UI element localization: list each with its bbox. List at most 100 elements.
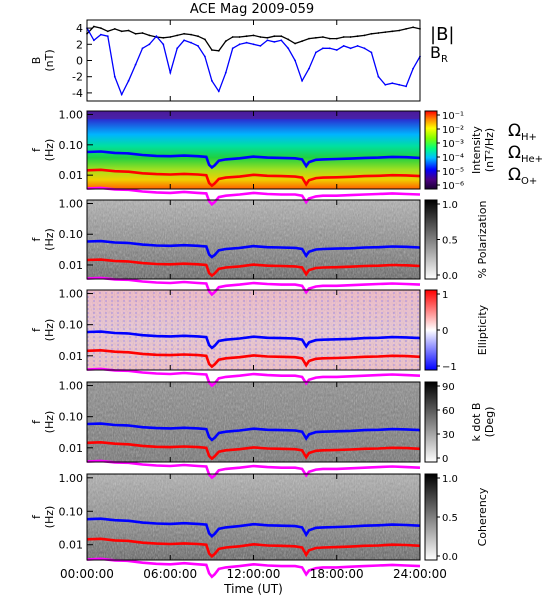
gyro-curve-hplus: [86, 330, 421, 350]
data-point: [391, 30, 394, 33]
data-point: [141, 32, 144, 34]
spectrogram-1-fill: [87, 111, 420, 189]
data-point: [211, 79, 213, 82]
gyro-curve-heplus: [86, 348, 421, 369]
data-point: [93, 25, 95, 28]
data-point: [356, 45, 359, 47]
colorbar-label: % Polarization: [476, 201, 489, 279]
gyro-curve-hplus: [86, 239, 421, 259]
data-point: [134, 63, 137, 66]
data-point: [377, 75, 380, 78]
data-point: [162, 43, 165, 46]
data-point: [113, 28, 116, 30]
y-axis-unit: (Hz): [43, 411, 56, 434]
data-point: [335, 37, 338, 40]
data-point: [266, 39, 269, 42]
x-axis-label: Time (UT): [223, 582, 283, 596]
gyro-curve-hplus: [86, 517, 421, 538]
colorbar-tick-label: 90: [442, 382, 455, 393]
y-tick-label: 1.00: [59, 380, 84, 393]
gyro-curve-hplus: [86, 150, 421, 170]
data-point: [106, 35, 109, 38]
gyro-curve-oplus: [86, 557, 421, 579]
data-point: [176, 34, 179, 37]
spectrogram-3-pattern: [87, 290, 420, 370]
colorbar-1: [424, 110, 438, 190]
data-point: [259, 36, 262, 38]
data-point: [197, 45, 199, 47]
y-axis-label: f: [30, 514, 43, 519]
data-point: [266, 36, 269, 39]
colorbar-4: [424, 381, 438, 463]
data-point: [398, 29, 401, 32]
data-point: [287, 47, 290, 50]
y-axis-unit: (Hz): [43, 139, 56, 162]
colorbar-tick-label: 30: [442, 430, 455, 441]
colorbar-label: Intensity: [470, 126, 483, 174]
data-point: [370, 51, 373, 54]
data-point: [287, 38, 290, 41]
y-tick-label: 1.00: [59, 288, 84, 301]
chart-title: ACE Mag 2009-059: [190, 2, 314, 17]
data-point: [308, 37, 310, 40]
x-tick-label: 18:00:00: [310, 567, 364, 581]
y-axis-label: f: [30, 327, 43, 332]
data-point: [273, 41, 276, 43]
spectrogram-5-texture: [87, 474, 420, 560]
colorbar-tick-label: 1.0: [442, 200, 458, 211]
colorbar-tick-label: 10⁻⁶: [442, 181, 464, 192]
data-point: [342, 45, 345, 47]
colorbar-unit: (Deg): [483, 407, 496, 438]
data-point: [197, 35, 199, 38]
data-point: [176, 47, 179, 50]
x-tick-label: 00:00:00: [60, 567, 114, 581]
data-point: [231, 47, 234, 50]
data-point: [148, 34, 151, 37]
data-point: [294, 59, 296, 62]
y-tick-label: 0.01: [59, 350, 84, 363]
data-point: [363, 34, 366, 37]
data-point: [238, 36, 241, 38]
y-tick-label: 0.01: [59, 169, 84, 182]
y-tick-label: 0.01: [59, 539, 84, 552]
data-point: [134, 32, 137, 35]
y-axis-label: B: [30, 57, 43, 65]
y-tick-label: 2: [76, 38, 83, 51]
y-axis-unit: (Hz): [43, 506, 56, 529]
data-lines: [86, 25, 421, 579]
data-point: [224, 71, 227, 74]
y-axis-label: f: [30, 419, 43, 424]
y-axis-label: f: [30, 147, 43, 152]
y-tick-label: 1.00: [59, 472, 84, 485]
data-point: [315, 51, 317, 54]
colorbar-tick-label: 10⁻³: [442, 139, 464, 150]
y-tick-label: -2: [72, 71, 83, 84]
data-point: [252, 43, 255, 46]
data-point: [148, 43, 151, 46]
data-point: [412, 67, 414, 70]
data-point: [405, 85, 407, 88]
y-axis-label: f: [30, 236, 43, 241]
data-point: [190, 33, 193, 36]
colorbar-tick-label: 0.0: [442, 271, 458, 282]
data-point: [273, 35, 276, 38]
data-point: [217, 49, 220, 52]
y-tick-label: 4: [76, 22, 83, 35]
data-point: [356, 35, 359, 38]
data-point: [238, 43, 241, 46]
data-point: [280, 35, 283, 38]
colorbar-tick-label: 0: [442, 454, 448, 465]
data-point: [245, 35, 248, 38]
data-point: [127, 79, 130, 82]
data-point: [308, 67, 310, 70]
data-point: [301, 79, 303, 82]
y-tick-label: 0.10: [59, 139, 84, 152]
data-point: [106, 30, 109, 33]
data-point: [217, 90, 220, 93]
data-point: [280, 39, 283, 42]
data-point: [204, 55, 206, 58]
data-point: [384, 83, 387, 86]
legend-entry-omega-oplus: ΩO+: [508, 165, 537, 187]
x-tick-label: 06:00:00: [143, 567, 197, 581]
